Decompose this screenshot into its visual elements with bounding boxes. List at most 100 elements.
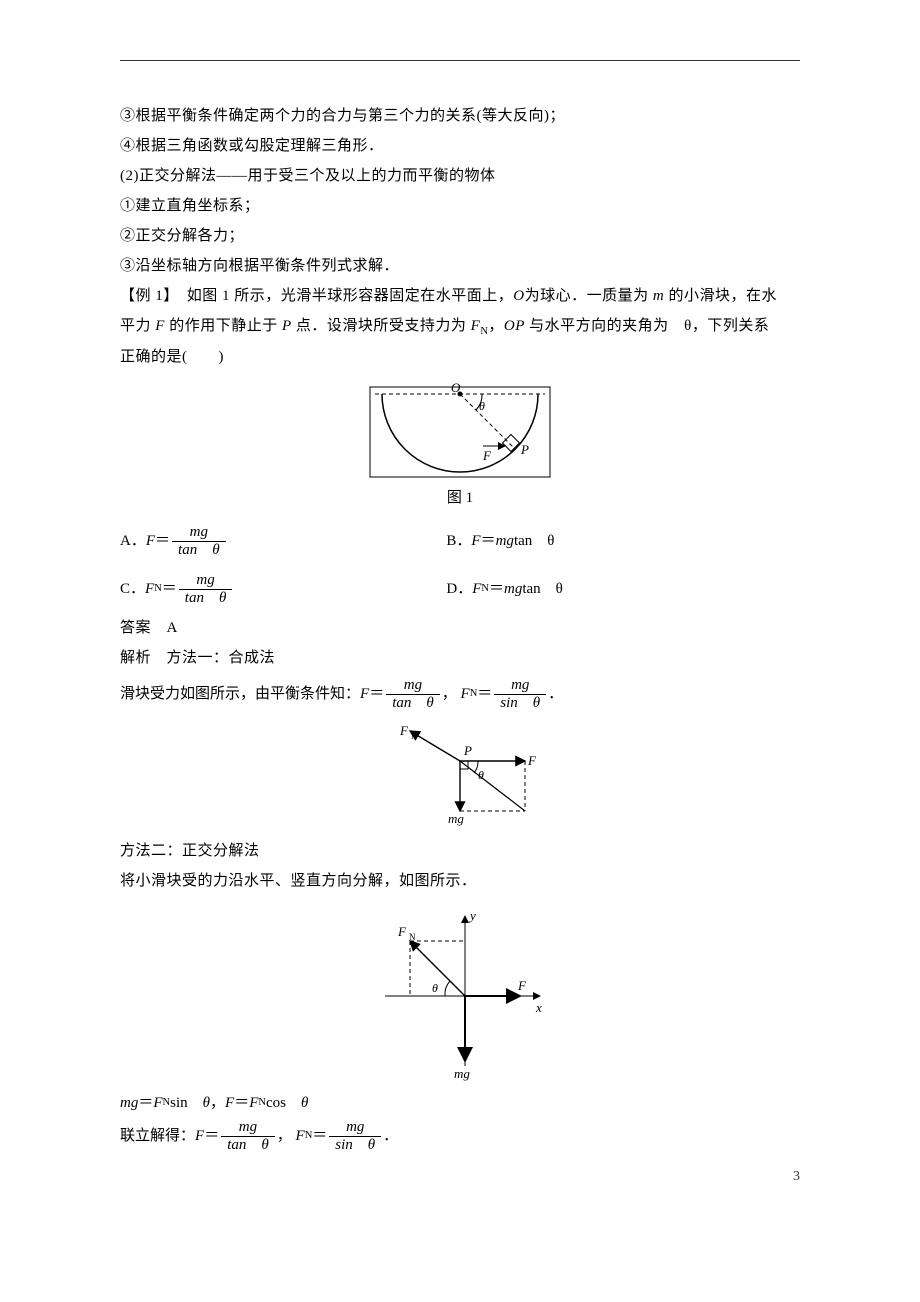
- figure-1-caption: 图 1: [120, 486, 800, 507]
- svg-text:θ: θ: [432, 981, 438, 995]
- sol1-den2: sin θ: [494, 695, 546, 712]
- choice-b-pre: B．: [446, 529, 471, 553]
- solution-method-2: 方法二：正交分解法: [120, 836, 800, 866]
- sym-N: N: [480, 326, 488, 337]
- svg-text:N: N: [411, 731, 418, 741]
- solution-method-1: 解析 方法一：合成法: [120, 643, 800, 673]
- svg-text:P: P: [463, 743, 472, 758]
- svg-text:F: F: [482, 448, 492, 463]
- sol1-N: N: [470, 686, 478, 703]
- eqr-th1: θ: [203, 1091, 210, 1115]
- sym-m: m: [653, 288, 664, 304]
- solution-method-1-body: 滑块受力如图所示，由平衡条件知： F＝ mgtan θ ， FN＝ mgsin …: [120, 677, 800, 711]
- eqr-mg: mg: [120, 1091, 138, 1115]
- final-den2: sin θ: [329, 1137, 381, 1154]
- choice-a: A． F＝ mgtan θ: [120, 517, 446, 565]
- cc-N: N: [154, 581, 162, 598]
- final-comma: ，: [277, 1124, 292, 1148]
- final-den1: tan θ: [221, 1137, 275, 1154]
- para-ortho-head: (2)正交分解法——用于受三个及以上的力而平衡的物体: [120, 161, 800, 191]
- svg-text:F: F: [527, 753, 537, 768]
- cb-F: F: [471, 529, 480, 553]
- para-ortho-3: ③沿坐标轴方向根据平衡条件列式求解．: [120, 251, 800, 281]
- cc-num: mg: [179, 572, 233, 590]
- sol1-den1: tan θ: [386, 695, 440, 712]
- svg-text:P: P: [520, 442, 529, 457]
- svg-text:O: O: [451, 382, 461, 395]
- figure-2: F N P F θ mg: [120, 721, 800, 826]
- sol1-FN: F: [461, 682, 470, 706]
- para-ortho-1: ①建立直角坐标系；: [120, 191, 800, 221]
- ca-den: tan θ: [172, 542, 226, 559]
- svg-text:θ: θ: [479, 399, 485, 413]
- final-F: F: [195, 1124, 204, 1148]
- choice-b: B． F＝mgtan θ: [446, 517, 800, 565]
- final-FN: F: [296, 1124, 305, 1148]
- final-N: N: [305, 1128, 313, 1145]
- sol1-num1: mg: [386, 677, 440, 695]
- sol1-num2: mg: [494, 677, 546, 695]
- cb-mg: mg: [496, 529, 514, 553]
- para-ortho-2: ②正交分解各力；: [120, 221, 800, 251]
- svg-text:mg: mg: [448, 811, 464, 826]
- answer: 答案 A: [120, 613, 800, 643]
- example-1-stem: 【例 1】 如图 1 所示，光滑半球形容器固定在水平面上，O为球心．一质量为 m…: [120, 281, 800, 311]
- svg-text:mg: mg: [454, 1066, 470, 1081]
- ex2a: 平力: [120, 318, 151, 334]
- cd-mg: mg: [504, 577, 522, 601]
- cd-tan: tan θ: [522, 577, 563, 601]
- eqr-FN1: F: [153, 1091, 162, 1115]
- eqr-th2: θ: [301, 1091, 308, 1115]
- sym-P: P: [282, 318, 292, 334]
- eqr-N1: N: [163, 1095, 171, 1112]
- cd-N: N: [481, 581, 489, 598]
- eqr-FN2: F: [249, 1091, 258, 1115]
- page-number: 3: [793, 1169, 800, 1185]
- equation-final: 联立解得： F＝ mgtan θ ， FN＝ mgsin θ ．: [120, 1119, 800, 1153]
- sym-O: O: [513, 288, 524, 304]
- choice-c-pre: C．: [120, 577, 145, 601]
- para-4: ④根据三角函数或勾股定理解三角形．: [120, 131, 800, 161]
- sol1-comma: ，: [442, 682, 457, 706]
- ca-num: mg: [172, 524, 226, 542]
- svg-text:x: x: [535, 1000, 542, 1015]
- figure-1: O θ F P 图 1: [120, 382, 800, 507]
- cc-den: tan θ: [179, 590, 233, 607]
- cd-FN: F: [472, 577, 481, 601]
- svg-text:y: y: [468, 908, 476, 923]
- sol1-body: 滑块受力如图所示，由平衡条件知：: [120, 682, 360, 706]
- choice-d-pre: D．: [446, 577, 472, 601]
- ex-lead3: 的小滑块，在水: [668, 288, 777, 304]
- choice-d: D． FN＝mgtan θ: [446, 565, 800, 613]
- svg-text:θ: θ: [478, 768, 484, 782]
- para-3: ③根据平衡条件确定两个力的合力与第三个力的关系(等大反向)；: [120, 101, 800, 131]
- final-lead: 联立解得：: [120, 1124, 195, 1148]
- ca-F: F: [146, 529, 155, 553]
- sym-FN: F: [471, 318, 481, 334]
- figure-3: y x F N F θ mg: [120, 906, 800, 1081]
- final-num1: mg: [221, 1119, 275, 1137]
- ex2b: 的作用下静止于: [169, 318, 278, 334]
- example-1-stem-2: 平力 F 的作用下静止于 P 点．设滑块所受支持力为 FN，OP 与水平方向的夹…: [120, 311, 800, 342]
- svg-text:F: F: [397, 924, 407, 939]
- ex2c: 点．设滑块所受支持力为: [296, 318, 467, 334]
- svg-text:N: N: [409, 932, 416, 942]
- eqr-F: F: [225, 1091, 234, 1115]
- ex2d: 与水平方向的夹角为 θ，下列关系: [529, 318, 769, 334]
- cb-tan: tan θ: [514, 529, 555, 553]
- svg-text:F: F: [399, 723, 409, 738]
- final-period: ．: [383, 1124, 398, 1148]
- equation-resolve: mg＝FNsin θ，F＝FNcos θ: [120, 1091, 800, 1115]
- cc-FN: F: [145, 577, 154, 601]
- choices: A． F＝ mgtan θ B． F＝mgtan θ C． FN＝ mgtan …: [120, 517, 800, 613]
- choice-a-pre: A．: [120, 529, 146, 553]
- solution-method-2-body: 将小滑块受的力沿水平、竖直方向分解，如图所示．: [120, 866, 800, 896]
- choice-c: C． FN＝ mgtan θ: [120, 565, 446, 613]
- ex-lead2: 为球心．一质量为: [525, 288, 649, 304]
- eqr-N2: N: [258, 1095, 266, 1112]
- sol1-F: F: [360, 682, 369, 706]
- ex-lead: 【例 1】 如图 1 所示，光滑半球形容器固定在水平面上，: [120, 288, 513, 304]
- svg-text:F: F: [517, 978, 527, 993]
- final-num2: mg: [329, 1119, 381, 1137]
- sym-OP: OP: [504, 318, 525, 334]
